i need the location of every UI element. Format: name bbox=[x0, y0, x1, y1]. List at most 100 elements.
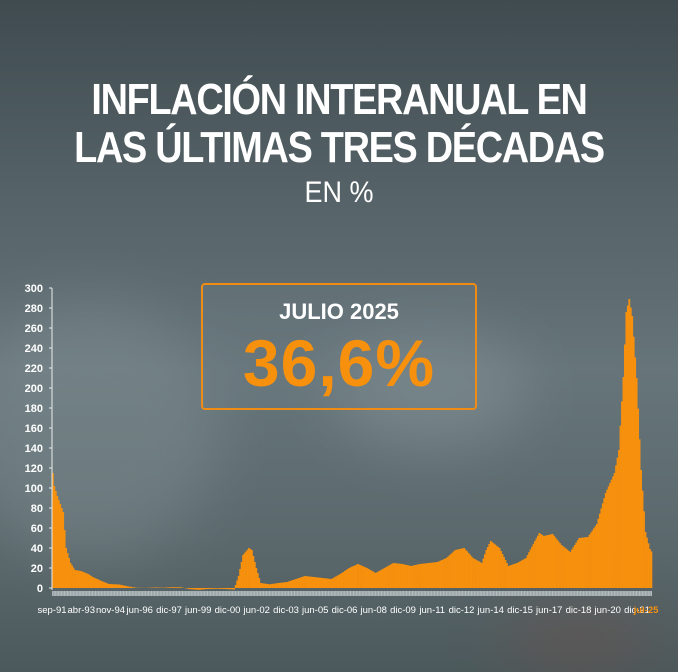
bar bbox=[166, 587, 169, 588]
bar bbox=[388, 565, 390, 588]
bar bbox=[516, 563, 519, 588]
bar bbox=[112, 584, 115, 588]
bar bbox=[430, 562, 433, 588]
bar bbox=[364, 567, 367, 588]
bar bbox=[227, 588, 230, 590]
bar bbox=[351, 566, 354, 588]
bar bbox=[638, 439, 641, 588]
bar bbox=[103, 582, 106, 588]
bar bbox=[99, 580, 101, 588]
bar bbox=[600, 508, 603, 588]
bar bbox=[175, 587, 178, 588]
bar bbox=[53, 486, 56, 588]
bar bbox=[551, 534, 554, 588]
bar bbox=[371, 571, 374, 588]
y-tick-label: 200 bbox=[25, 383, 43, 395]
bar bbox=[200, 588, 203, 590]
bar bbox=[223, 588, 225, 589]
bar bbox=[619, 425, 622, 588]
bar bbox=[172, 587, 175, 588]
bar bbox=[616, 457, 619, 588]
bar bbox=[258, 578, 261, 588]
bar bbox=[392, 563, 395, 588]
bar bbox=[501, 554, 504, 588]
bar bbox=[467, 553, 470, 588]
bar bbox=[408, 565, 411, 588]
bar bbox=[494, 544, 497, 588]
bar bbox=[203, 588, 206, 590]
bar bbox=[649, 549, 651, 588]
bar bbox=[100, 581, 103, 588]
x-tick-label: jun-02 bbox=[243, 605, 270, 616]
bar bbox=[394, 563, 396, 588]
bar bbox=[348, 568, 351, 588]
bar bbox=[466, 551, 469, 588]
bar bbox=[509, 565, 511, 588]
bar bbox=[108, 584, 110, 588]
subtitle: EN % bbox=[304, 176, 374, 209]
title-line-1: INFLACIÓN INTERANUAL EN bbox=[91, 75, 587, 124]
bar bbox=[317, 577, 320, 588]
bar bbox=[529, 549, 532, 588]
bar bbox=[444, 558, 446, 588]
callout-value: 36,6% bbox=[242, 326, 436, 400]
bar bbox=[526, 555, 529, 588]
bar bbox=[243, 553, 246, 588]
bar bbox=[565, 548, 567, 588]
bar bbox=[77, 570, 79, 588]
bar bbox=[544, 535, 547, 588]
bar bbox=[211, 588, 213, 589]
bar bbox=[224, 588, 227, 589]
bar bbox=[236, 580, 239, 588]
bar bbox=[63, 530, 66, 588]
bar bbox=[270, 584, 272, 588]
bar bbox=[603, 498, 606, 588]
bar bbox=[277, 583, 280, 588]
background-shape bbox=[500, 610, 660, 670]
bar bbox=[557, 541, 560, 588]
bar bbox=[246, 549, 249, 588]
bar bbox=[604, 493, 607, 588]
bar bbox=[458, 549, 461, 588]
title-line-2: LAS ÚLTIMAS TRES DÉCADAS bbox=[74, 123, 605, 172]
bar bbox=[503, 557, 505, 588]
bar bbox=[225, 588, 228, 590]
x-tick-label: jun-96 bbox=[126, 605, 153, 616]
bar bbox=[357, 564, 359, 588]
bar bbox=[590, 532, 592, 588]
bar bbox=[332, 578, 334, 588]
bar bbox=[572, 547, 575, 588]
bar bbox=[613, 473, 616, 588]
bar bbox=[548, 534, 551, 588]
y-tick-label: 240 bbox=[25, 343, 43, 355]
bar bbox=[74, 570, 76, 588]
y-axis: 0 20 40 60 80 100 120 140 160 180 200 220 240 260 280 3… bbox=[25, 283, 53, 595]
bar bbox=[336, 575, 339, 588]
bar bbox=[119, 584, 122, 588]
bar bbox=[190, 588, 193, 590]
bar bbox=[426, 563, 429, 588]
bar bbox=[239, 569, 241, 588]
bar bbox=[80, 571, 82, 588]
bar bbox=[202, 588, 205, 590]
bar bbox=[298, 578, 300, 588]
x-tick-label: dic-12 bbox=[449, 605, 475, 616]
bar bbox=[66, 553, 69, 588]
bar bbox=[234, 585, 237, 588]
bar bbox=[293, 579, 296, 588]
bar bbox=[57, 500, 60, 588]
bar bbox=[109, 584, 112, 588]
bar bbox=[534, 541, 536, 588]
bar bbox=[486, 547, 489, 588]
bar bbox=[345, 570, 348, 588]
bar bbox=[69, 563, 72, 588]
bar bbox=[242, 555, 244, 588]
bar bbox=[354, 565, 356, 588]
bar bbox=[504, 560, 507, 588]
bar bbox=[304, 576, 306, 588]
bar bbox=[360, 565, 362, 588]
bar bbox=[90, 576, 93, 588]
bar bbox=[206, 588, 209, 589]
bar bbox=[91, 577, 94, 588]
bar bbox=[343, 571, 346, 588]
